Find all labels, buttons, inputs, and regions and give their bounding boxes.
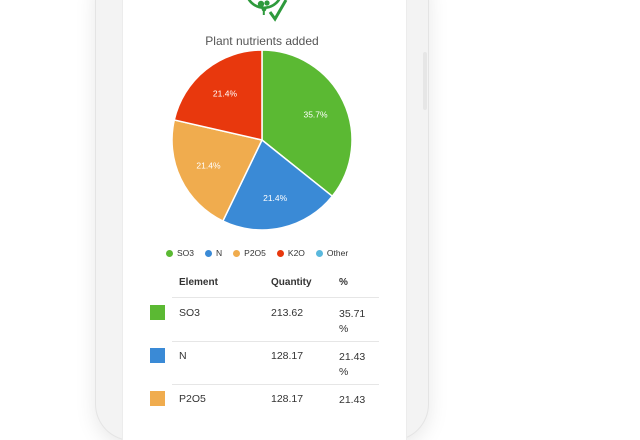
legend-label: Other [326, 248, 349, 258]
quantity-cell: 213.62 [271, 307, 304, 319]
legend-dot [166, 249, 173, 257]
pie-slice-p2o5[interactable] [171, 119, 264, 223]
percent-cell: 21.43 % [339, 351, 366, 378]
row-divider [172, 341, 379, 342]
legend-dot [276, 249, 284, 257]
legend-label: SO3 [177, 248, 195, 258]
phone-side-button [423, 52, 427, 110]
slice-label-so3: 35.7% [303, 109, 328, 119]
color-swatch [150, 305, 165, 320]
slice-label-k2o: 21.4% [213, 89, 238, 99]
table-header-element: Element [179, 277, 218, 288]
slice-label-p2o5: 21.4% [196, 161, 221, 171]
legend-dot [233, 249, 241, 257]
pie-slice-so3[interactable] [261, 50, 353, 198]
legend-item-other[interactable]: Other [315, 248, 349, 258]
leaf-checkmark-icon [247, 0, 288, 22]
quantity-cell: 128.17 [271, 350, 304, 362]
element-cell: P2O5 [179, 393, 206, 405]
legend-label: N [216, 248, 223, 258]
percent-cell: 21.43 [339, 394, 366, 406]
chart-title: Plant nutrients added [205, 34, 319, 48]
pie-slice-k2o[interactable] [173, 50, 263, 141]
percent-cell: 35.71 % [339, 308, 366, 335]
color-swatch [150, 348, 165, 363]
quantity-cell: 128.17 [271, 393, 304, 405]
legend-item-n[interactable]: N [205, 248, 222, 258]
legend-label: K2O [287, 248, 305, 258]
row-divider [172, 297, 379, 298]
legend-dot [315, 249, 323, 257]
legend-item-so3[interactable]: SO3 [166, 248, 194, 258]
pie-chart: 35.7% 21.4% 21.4% 21.4% [171, 50, 353, 231]
legend-label: P2O5 [244, 248, 266, 258]
color-swatch [150, 391, 165, 406]
legend-dot [205, 249, 213, 257]
chart-legend: SO3 N P2O5 K2O Other [166, 248, 366, 258]
row-divider [172, 384, 379, 385]
pie-slice-n[interactable] [221, 138, 334, 231]
legend-item-k2o[interactable]: K2O [276, 248, 305, 258]
legend-item-p2o5[interactable]: P2O5 [233, 248, 266, 258]
element-cell: N [179, 350, 187, 362]
slice-label-n: 21.4% [263, 193, 288, 203]
element-cell: SO3 [179, 307, 201, 319]
table-header-percent: % [339, 277, 348, 288]
table-header-quantity: Quantity [271, 277, 312, 288]
